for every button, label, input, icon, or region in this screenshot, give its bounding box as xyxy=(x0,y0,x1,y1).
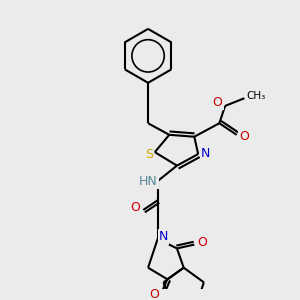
Text: N: N xyxy=(159,230,168,243)
Text: HN: HN xyxy=(139,175,158,188)
Text: O: O xyxy=(239,130,249,143)
Text: S: S xyxy=(145,148,153,160)
Text: O: O xyxy=(130,202,140,214)
Text: O: O xyxy=(197,236,207,249)
Text: O: O xyxy=(212,96,222,109)
Text: O: O xyxy=(149,288,159,300)
Text: N: N xyxy=(201,147,211,160)
Text: CH₃: CH₃ xyxy=(246,91,266,101)
